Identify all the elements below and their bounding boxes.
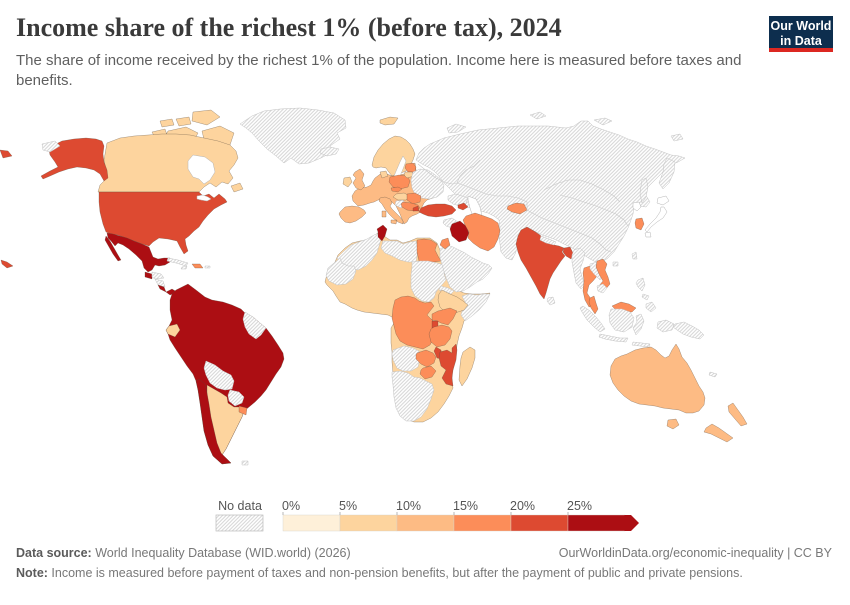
svg-text:No data: No data [218, 499, 262, 513]
svg-text:20%: 20% [510, 499, 535, 513]
svg-text:15%: 15% [453, 499, 478, 513]
svg-text:0%: 0% [282, 499, 300, 513]
svg-text:5%: 5% [339, 499, 357, 513]
svg-text:25%: 25% [567, 499, 592, 513]
svg-text:10%: 10% [396, 499, 421, 513]
